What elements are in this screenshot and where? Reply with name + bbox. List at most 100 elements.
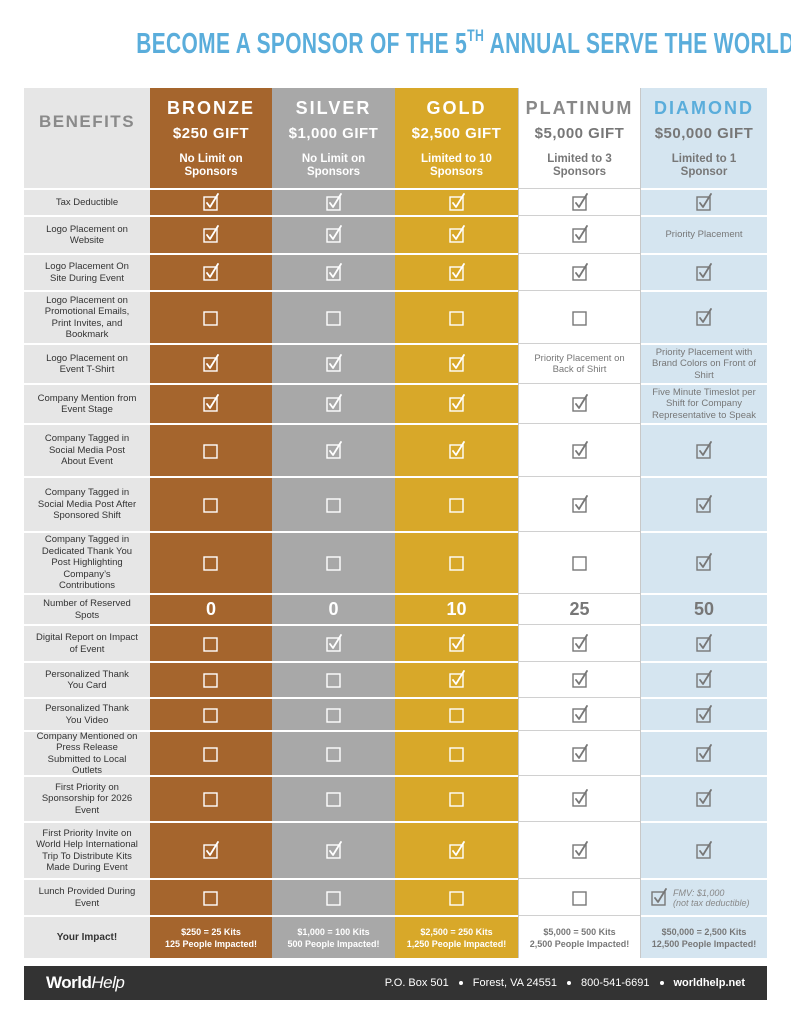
row-line bbox=[272, 290, 395, 292]
benefit-label: First Priority on Sponsorship for 2026 E… bbox=[41, 781, 133, 816]
checked-box bbox=[448, 840, 465, 859]
check bbox=[451, 633, 465, 649]
box-outline bbox=[571, 890, 587, 906]
impact-line: $250 = 25 Kits bbox=[181, 926, 241, 937]
box-outline bbox=[696, 707, 711, 723]
cell-text: Priority Placement with Brand Colors on … bbox=[651, 346, 757, 381]
box-outline bbox=[448, 843, 464, 859]
check bbox=[574, 670, 588, 685]
row-line bbox=[272, 343, 395, 345]
row-line bbox=[519, 821, 640, 822]
tier-gift: $5,000 GIFT bbox=[534, 124, 625, 142]
row-line bbox=[519, 383, 640, 384]
box-outline bbox=[651, 890, 666, 906]
check bbox=[699, 553, 712, 568]
check bbox=[699, 440, 712, 456]
box-outline bbox=[571, 310, 587, 326]
box-outline bbox=[448, 746, 464, 762]
row-line bbox=[272, 423, 395, 425]
tier-limit: No Limit on Sponsors bbox=[179, 153, 243, 178]
cell bbox=[272, 255, 395, 290]
box-outline bbox=[696, 310, 711, 326]
cell bbox=[395, 880, 518, 915]
impact-line: $1,000 = 100 Kits bbox=[297, 926, 370, 937]
check bbox=[574, 262, 588, 278]
box-outline bbox=[203, 497, 218, 513]
row-line bbox=[24, 215, 150, 217]
check bbox=[206, 225, 219, 240]
box-outline bbox=[448, 357, 464, 372]
row-line bbox=[641, 775, 767, 777]
checked-box bbox=[325, 394, 342, 412]
logo-part: Help bbox=[91, 973, 125, 992]
cell bbox=[272, 345, 395, 383]
box-outline bbox=[203, 310, 218, 326]
row-line bbox=[641, 253, 767, 255]
row-line bbox=[150, 915, 272, 917]
check bbox=[574, 840, 588, 856]
empty-box bbox=[448, 746, 464, 762]
checked-box bbox=[325, 633, 342, 652]
cell bbox=[641, 292, 767, 343]
cell bbox=[395, 345, 518, 383]
box-outline bbox=[325, 673, 341, 688]
box-outline bbox=[448, 443, 464, 459]
row-line bbox=[641, 343, 767, 345]
checked-box bbox=[571, 225, 588, 243]
row-line bbox=[641, 624, 767, 626]
box-outline bbox=[571, 746, 587, 762]
row-line bbox=[519, 624, 640, 625]
check bbox=[699, 307, 712, 323]
cell bbox=[641, 699, 767, 730]
row-line bbox=[24, 290, 150, 292]
checked-box bbox=[203, 262, 219, 281]
cell: $250 = 25 Kits 125 People Impacted! bbox=[150, 917, 272, 958]
check bbox=[699, 704, 712, 720]
cell bbox=[518, 777, 641, 821]
row-line bbox=[272, 593, 395, 595]
check bbox=[328, 354, 342, 369]
row-line bbox=[272, 730, 395, 732]
row-line bbox=[24, 423, 150, 425]
row-line bbox=[24, 253, 150, 255]
cell: FMV: $1,000 (not tax deductible) bbox=[641, 880, 767, 915]
title-superscript: TH bbox=[467, 26, 485, 45]
row-line bbox=[395, 476, 518, 478]
checked-box bbox=[448, 440, 465, 459]
cell bbox=[272, 732, 395, 775]
box-outline bbox=[325, 497, 341, 513]
title-part: BECOME A SPONSOR OF THE 5 bbox=[136, 28, 468, 60]
row-line bbox=[272, 915, 395, 917]
box-outline bbox=[448, 228, 464, 243]
check bbox=[574, 494, 588, 510]
tier-column bbox=[272, 88, 395, 958]
box-outline bbox=[325, 397, 341, 412]
cell bbox=[395, 425, 518, 476]
benefit-label: Tax Deductible bbox=[55, 196, 119, 208]
empty-box bbox=[203, 636, 218, 652]
box-outline bbox=[448, 497, 464, 513]
empty-box bbox=[448, 310, 464, 326]
box-outline bbox=[203, 636, 218, 652]
benefit-label: Company Tagged in Social Media Post Abou… bbox=[44, 433, 130, 468]
box-outline bbox=[571, 195, 587, 211]
check bbox=[328, 262, 342, 278]
checked-box bbox=[696, 789, 712, 807]
tier-gift: $2,500 GIFT bbox=[411, 124, 502, 142]
reserved-spots: 25 bbox=[569, 599, 590, 619]
check bbox=[699, 789, 712, 804]
row-line bbox=[150, 476, 272, 478]
cell: 10 bbox=[395, 595, 518, 624]
reserved-spots: 0 bbox=[328, 599, 339, 619]
contact-item: 800-541-6691 bbox=[580, 977, 650, 989]
box-outline bbox=[325, 228, 341, 243]
tier-name: GOLD bbox=[426, 97, 487, 118]
cell bbox=[272, 626, 395, 661]
box-outline bbox=[571, 673, 587, 688]
empty-box bbox=[325, 310, 341, 326]
row-line bbox=[150, 593, 272, 595]
checked-box bbox=[696, 262, 712, 281]
check bbox=[328, 225, 342, 240]
cell bbox=[272, 292, 395, 343]
box-outline bbox=[696, 746, 711, 762]
